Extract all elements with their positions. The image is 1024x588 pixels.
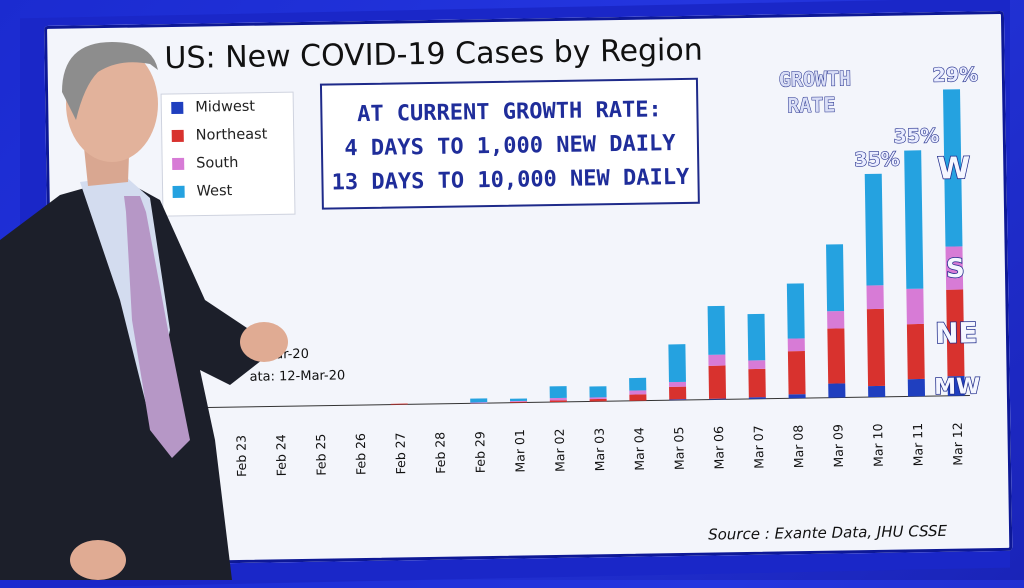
bar-west-mar-12 [943,89,963,247]
region-label-midwest: MW [934,374,981,400]
x-tick-label: Mar 03 [592,428,608,472]
bar-northeast-mar-06 [708,365,727,399]
bar-midwest-mar-07 [748,397,766,399]
chart: US: New COVID-19 Cases by Region Midwest… [160,33,981,544]
growth-rate-label-line-2: RATE [787,93,836,118]
region-label-northeast: NE [935,316,978,350]
bar-northeast-mar-05 [669,386,687,400]
note-line-1: ar-20 [275,347,309,363]
x-axis [200,395,970,409]
bar-west-mar-04 [629,377,647,391]
growth-rate-values: 35%35% 29% [853,63,978,171]
bar-northeast-mar-01 [510,401,528,403]
bar-south-mar-01 [510,400,528,402]
legend-swatch-northeast [171,129,184,143]
bar-west-mar-07 [747,313,766,361]
x-tick-label: Mar 09 [830,424,846,468]
bar-west-mar-06 [707,305,726,355]
callout-line-1: AT CURRENT GROWTH RATE: [357,97,662,127]
bar-midwest-mar-11 [907,378,926,397]
bar-south-mar-07 [748,360,766,370]
bar-midwest-mar-12 [947,375,965,396]
bar-northeast-mar-11 [906,323,925,380]
x-tick-label: Feb 25 [313,434,329,476]
x-tick-label: Feb 26 [353,433,369,475]
x-tick-label: Feb 27 [393,432,409,474]
x-tick-label: Feb 24 [273,434,289,476]
bar-south-mar-08 [787,338,805,352]
x-tick-label: Mar 08 [791,425,807,469]
growth-rate-label-line-1: GROWTH [779,66,852,91]
chart-title: US: New COVID-19 Cases by Region [164,33,703,76]
x-tick-label: Mar 05 [671,426,687,470]
source-note: Source : Exante Data, JHU CSSE [708,522,948,544]
x-tick-label: Feb 28 [432,432,448,474]
bar-south-mar-12 [945,246,964,290]
region-labels: W S NE MW [933,150,981,400]
bar-west-feb-29 [470,398,488,403]
bar-west-mar-05 [668,344,686,383]
bar-northeast-mar-08 [787,350,806,395]
bar-south-feb-29 [470,402,488,404]
growth-rate-mar-12: 29% [932,64,978,87]
bar-northeast-feb-27 [390,403,408,405]
bar-south-mar-06 [708,354,726,366]
bar-south-mar-04 [629,390,647,395]
bar-midwest-mar-09 [828,383,846,398]
bars [390,89,965,405]
bar-northeast-mar-09 [827,328,846,384]
bar-northeast-mar-04 [629,394,647,401]
bar-midwest-mar-06 [709,398,727,400]
bar-south-mar-03 [589,397,607,400]
callout-line-2: 4 DAYS TO 1,000 NEW DAILY [344,131,676,161]
x-tick-label: Mar 10 [870,423,886,467]
bar-west-mar-09 [826,244,845,312]
bar-northeast-mar-02 [549,400,567,403]
bar-west-mar-02 [549,386,567,399]
x-tick-label: Mar 07 [751,425,767,469]
bar-midwest-mar-05 [669,399,687,401]
x-tick-label: Mar 06 [711,426,727,470]
bar-northeast-mar-12 [946,289,965,377]
bar-west-mar-11 [904,150,924,289]
x-tick-label: Mar 11 [910,423,926,467]
chart-panel: US: New COVID-19 Cases by Region Midwest… [44,10,1013,566]
growth-rate-mar-10: 35% [854,148,900,171]
x-tick-label: Mar 04 [631,427,647,471]
bar-midwest-mar-08 [788,394,806,399]
legend: Midwest Northeast South West [160,91,296,217]
x-tick-label: Feb 29 [472,431,488,473]
bar-west-mar-01 [510,398,528,402]
growth-rate-mar-11: 35% [894,125,940,148]
bar-northeast-mar-03 [589,398,607,402]
x-tick-label: Mar 01 [512,429,528,473]
bar-northeast-mar-10 [866,308,886,387]
legend-entry-midwest: Midwest [195,99,255,116]
x-tick-labels: Feb 23 Feb 24 Feb 25 Feb 26 Feb 27 Feb 28 Feb … [233,422,965,477]
callout-line-3: 13 DAYS TO 10,000 NEW DAILY [331,165,690,196]
bar-west-mar-10 [864,173,884,286]
legend-entry-south: South [196,155,238,172]
region-label-south: S [946,254,965,284]
bar-south-mar-09 [827,311,845,329]
callout-box [319,77,700,210]
note-line-2: ata: 12-Mar-20 [249,368,345,385]
bar-midwest-mar-10 [868,385,886,398]
bar-south-mar-05 [668,381,687,387]
bar-west-mar-08 [786,283,805,339]
bar-northeast-mar-07 [748,368,766,398]
x-tick-label: Mar 12 [950,422,966,466]
region-label-west: W [937,151,971,187]
legend-swatch-south [172,157,185,171]
bar-south-mar-10 [866,285,884,310]
x-tick-label: Mar 02 [552,428,568,472]
legend-swatch-west [172,185,185,198]
bar-south-mar-11 [906,288,924,325]
bar-south-mar-02 [549,397,567,401]
x-tick-label: Feb 23 [233,435,249,477]
legend-entry-west: West [196,183,232,200]
legend-swatch-midwest [171,101,184,115]
legend-entry-northeast: Northeast [196,127,268,144]
bar-west-mar-03 [589,386,607,398]
